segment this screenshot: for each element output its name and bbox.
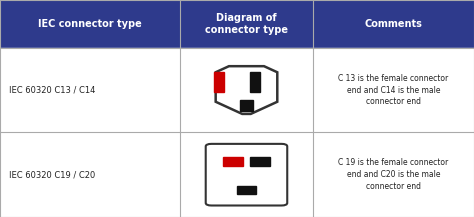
Bar — [250, 72, 260, 92]
Bar — [223, 157, 243, 166]
Bar — [0, 0, 474, 48]
Text: C 19 is the female connector
end and C20 is the male
connector end: C 19 is the female connector end and C20… — [338, 158, 448, 191]
Text: Diagram of
connector type: Diagram of connector type — [205, 13, 288, 35]
Text: IEC 60320 C13 / C14: IEC 60320 C13 / C14 — [9, 85, 96, 95]
Bar — [240, 100, 253, 111]
FancyBboxPatch shape — [206, 144, 287, 205]
Polygon shape — [216, 66, 277, 114]
Bar — [0, 48, 474, 132]
Text: Comments: Comments — [365, 19, 422, 29]
Bar — [237, 186, 256, 194]
Bar — [250, 157, 270, 166]
Text: C 13 is the female connector
end and C14 is the male
connector end: C 13 is the female connector end and C14… — [338, 74, 448, 106]
Bar — [0, 132, 474, 217]
Text: IEC connector type: IEC connector type — [38, 19, 142, 29]
Bar — [214, 72, 224, 92]
Text: IEC 60320 C19 / C20: IEC 60320 C19 / C20 — [9, 170, 96, 179]
